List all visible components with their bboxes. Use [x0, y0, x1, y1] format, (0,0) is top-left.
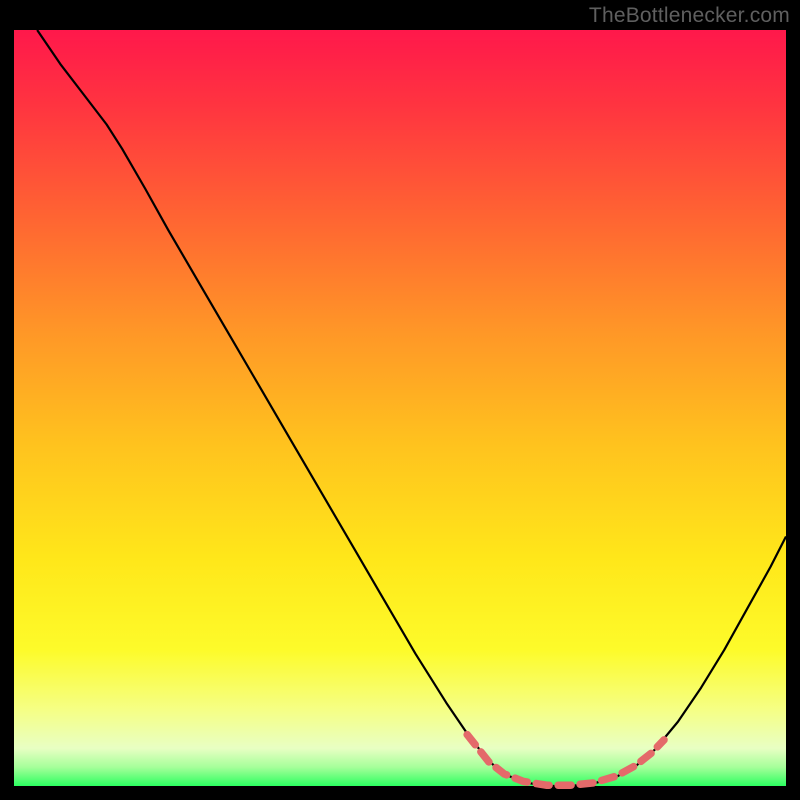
chart-svg — [0, 0, 800, 800]
watermark-text: TheBottlenecker.com — [589, 4, 790, 28]
plot-background — [14, 30, 786, 786]
chart-frame: TheBottlenecker.com — [0, 0, 800, 800]
